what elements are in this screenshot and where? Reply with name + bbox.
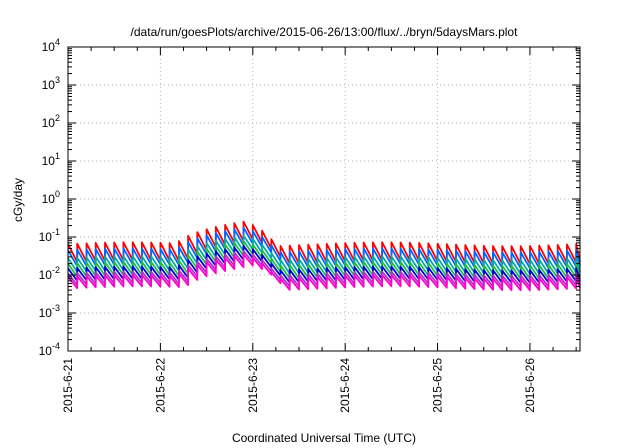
y-tick-label-base: 10 <box>39 306 53 320</box>
y-tick-label-base: 10 <box>42 154 56 168</box>
x-tick-label: 2015-6-22 <box>153 358 167 413</box>
y-tick-label: 101 <box>42 151 60 168</box>
x-axis-label: Coordinated Universal Time (UTC) <box>232 431 416 445</box>
y-tick-label-base: 10 <box>42 192 56 206</box>
y-axis-label: cGy/day <box>11 178 25 222</box>
y-tick-label: 10-1 <box>39 227 60 244</box>
y-tick-label-base: 10 <box>42 116 56 130</box>
y-tick-label-exponent: -4 <box>52 341 60 351</box>
series-group <box>67 220 581 292</box>
y-tick-label-base: 10 <box>39 344 53 358</box>
y-tick-label-base: 10 <box>39 230 53 244</box>
y-tick-label: 10-3 <box>39 303 60 320</box>
x-tick-label: 2015-6-25 <box>431 358 445 413</box>
y-tick-label: 104 <box>42 37 60 54</box>
y-tick-label: 100 <box>42 189 60 206</box>
chart-title: /data/run/goesPlots/archive/2015-06-26/1… <box>131 25 519 39</box>
series-line <box>67 253 581 292</box>
y-tick-label: 102 <box>42 113 60 130</box>
y-tick-label-exponent: 3 <box>55 75 60 85</box>
y-tick-label-exponent: -3 <box>52 303 60 313</box>
x-tick-label: 2015-6-23 <box>246 358 260 413</box>
x-axis: 2015-6-21 2015-6-22 2015-6-23 2015-6-24 2015… <box>61 47 577 413</box>
y-tick-label: 10-2 <box>39 265 60 282</box>
x-tick-label: 2015-6-26 <box>523 358 537 413</box>
y-tick-label-exponent: 4 <box>55 37 60 47</box>
y-tick-label: 10-4 <box>39 341 60 358</box>
y-tick-label-exponent: 1 <box>55 151 60 161</box>
y-tick-label: 103 <box>42 75 60 92</box>
y-tick-label-exponent: 2 <box>55 113 60 123</box>
y-tick-label-base: 10 <box>42 40 56 54</box>
y-tick-label-exponent: 0 <box>55 189 60 199</box>
series-line <box>67 220 581 266</box>
grid <box>68 47 580 351</box>
x-tick-label: 2015-6-24 <box>338 358 352 413</box>
x-tick-label: 2015-6-21 <box>61 358 75 413</box>
y-tick-label-base: 10 <box>39 268 53 282</box>
y-tick-label-base: 10 <box>42 78 56 92</box>
y-tick-label-exponent: -1 <box>52 227 60 237</box>
y-tick-label-exponent: -2 <box>52 265 60 275</box>
